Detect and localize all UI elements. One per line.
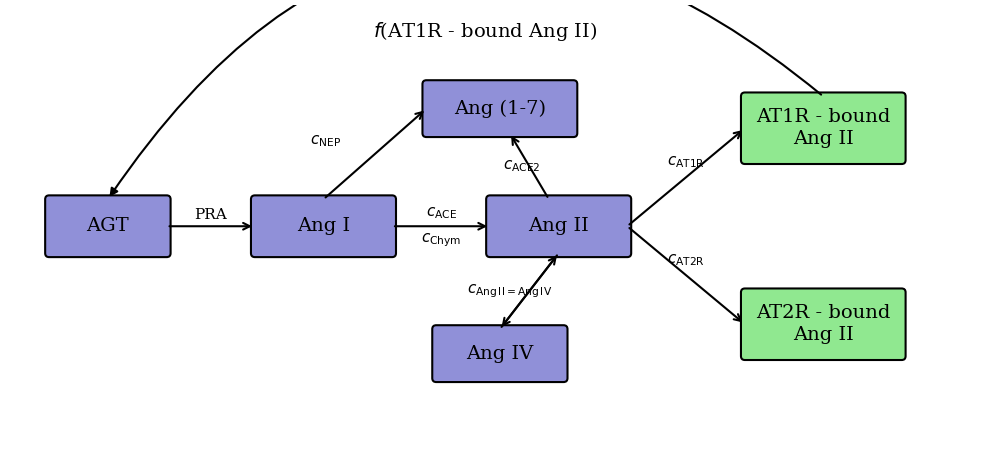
Text: $f$(AT1R - bound Ang II): $f$(AT1R - bound Ang II) — [373, 20, 598, 43]
Text: $c_{\mathrm{Ang\,II=Ang\,IV}}$: $c_{\mathrm{Ang\,II=Ang\,IV}}$ — [466, 282, 552, 300]
Text: $c_{\mathrm{AT2R}}$: $c_{\mathrm{AT2R}}$ — [667, 253, 705, 268]
FancyBboxPatch shape — [45, 195, 171, 257]
Text: $c_{\mathrm{ACE}}$: $c_{\mathrm{ACE}}$ — [426, 206, 456, 221]
FancyBboxPatch shape — [486, 195, 631, 257]
Text: AT1R - bound
Ang II: AT1R - bound Ang II — [756, 108, 890, 149]
Text: $c_{\mathrm{ACE2}}$: $c_{\mathrm{ACE2}}$ — [504, 159, 541, 174]
Text: PRA: PRA — [195, 208, 227, 222]
Text: Ang II: Ang II — [529, 217, 589, 235]
FancyBboxPatch shape — [251, 195, 396, 257]
Text: Ang I: Ang I — [297, 217, 350, 235]
Text: $c_{\mathrm{NEP}}$: $c_{\mathrm{NEP}}$ — [309, 133, 341, 149]
Text: AT2R - bound
Ang II: AT2R - bound Ang II — [756, 304, 890, 344]
FancyBboxPatch shape — [433, 325, 567, 382]
Text: Ang (1-7): Ang (1-7) — [453, 99, 546, 118]
Text: AGT: AGT — [87, 217, 129, 235]
FancyArrowPatch shape — [111, 0, 821, 195]
Text: $c_{\mathrm{Chym}}$: $c_{\mathrm{Chym}}$ — [421, 231, 461, 249]
FancyBboxPatch shape — [423, 80, 577, 137]
Text: $c_{\mathrm{AT1R}}$: $c_{\mathrm{AT1R}}$ — [667, 155, 705, 170]
FancyBboxPatch shape — [741, 92, 906, 164]
Text: Ang IV: Ang IV — [466, 345, 534, 363]
FancyBboxPatch shape — [741, 288, 906, 360]
